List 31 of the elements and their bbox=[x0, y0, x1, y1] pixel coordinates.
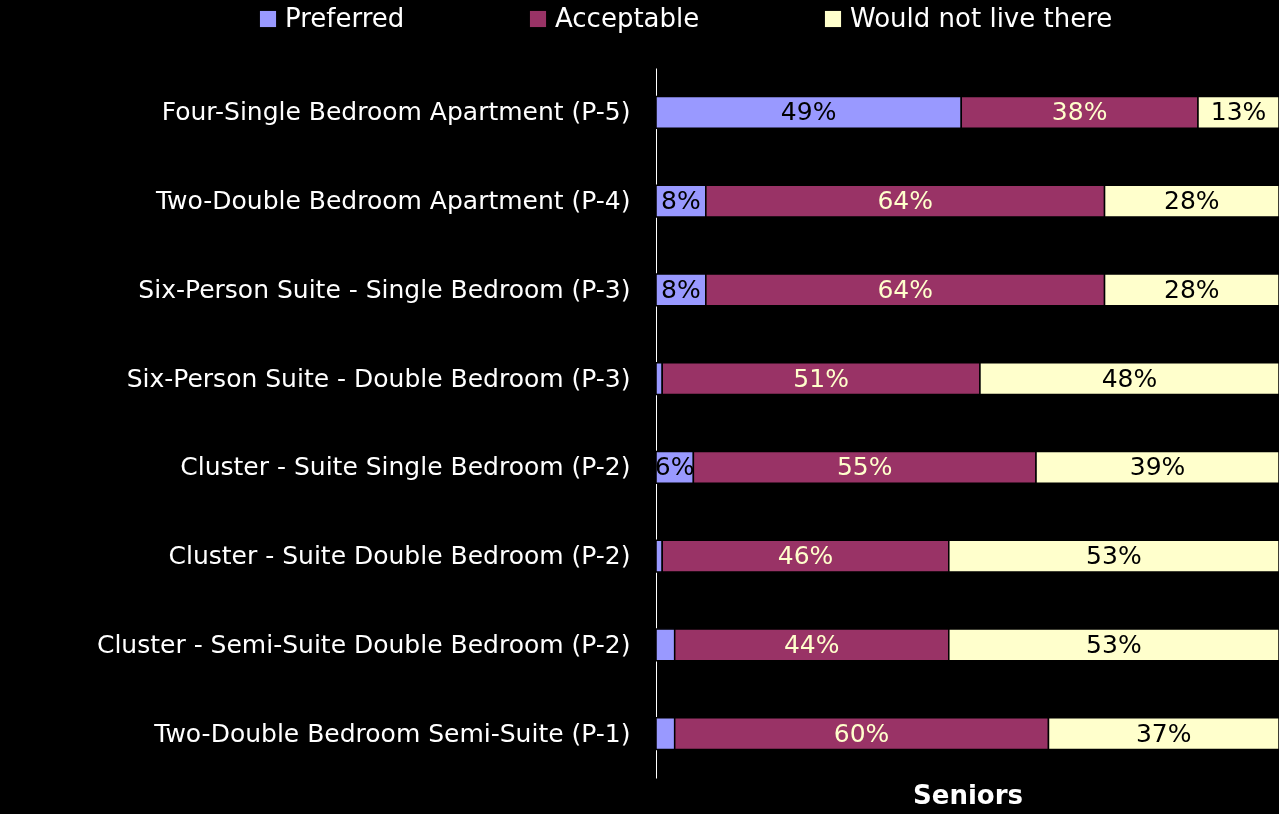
data-label: 39% bbox=[1129, 452, 1186, 482]
data-label: 60% bbox=[833, 718, 890, 748]
data-label: 8% bbox=[661, 186, 701, 216]
x-axis-title: Seniors bbox=[913, 779, 1023, 810]
data-label: 44% bbox=[783, 629, 840, 659]
y-tick-label: Four-Single Bedroom Apartment (P-5) bbox=[161, 97, 631, 127]
data-label: 8% bbox=[661, 274, 701, 304]
data-label: 64% bbox=[877, 186, 933, 216]
y-tick-label: Cluster - Suite Single Bedroom (P-2) bbox=[180, 452, 631, 482]
data-label: 49% bbox=[780, 97, 837, 127]
y-tick-label: Two-Double Bedroom Semi-Suite (P-1) bbox=[153, 718, 631, 748]
data-label: 55% bbox=[836, 452, 893, 482]
data-label: 51% bbox=[793, 363, 849, 393]
y-tick-label: Six-Person Suite - Double Bedroom (P-3) bbox=[126, 363, 631, 393]
data-label: 28% bbox=[1163, 186, 1220, 216]
data-label: 28% bbox=[1163, 274, 1220, 304]
data-label: 64% bbox=[877, 274, 933, 304]
y-tick-label: Cluster - Semi-Suite Double Bedroom (P-2) bbox=[96, 629, 631, 659]
data-label: 37% bbox=[1135, 718, 1192, 748]
data-label: 53% bbox=[1086, 541, 1142, 571]
y-tick-label: Six-Person Suite - Single Bedroom (P-3) bbox=[138, 274, 631, 304]
y-tick-label: Cluster - Suite Double Bedroom (P-2) bbox=[168, 541, 631, 571]
data-label: 13% bbox=[1210, 97, 1267, 127]
y-tick-label: Two-Double Bedroom Apartment (P-4) bbox=[154, 186, 631, 216]
data-label: 46% bbox=[777, 541, 834, 571]
data-label: 48% bbox=[1101, 363, 1158, 393]
legend-label: Would not live there bbox=[850, 3, 1113, 33]
legend-label: Preferred bbox=[285, 3, 405, 33]
data-label: 53% bbox=[1086, 629, 1142, 659]
data-label: 38% bbox=[1051, 97, 1108, 127]
legend-label: Acceptable bbox=[555, 3, 700, 33]
